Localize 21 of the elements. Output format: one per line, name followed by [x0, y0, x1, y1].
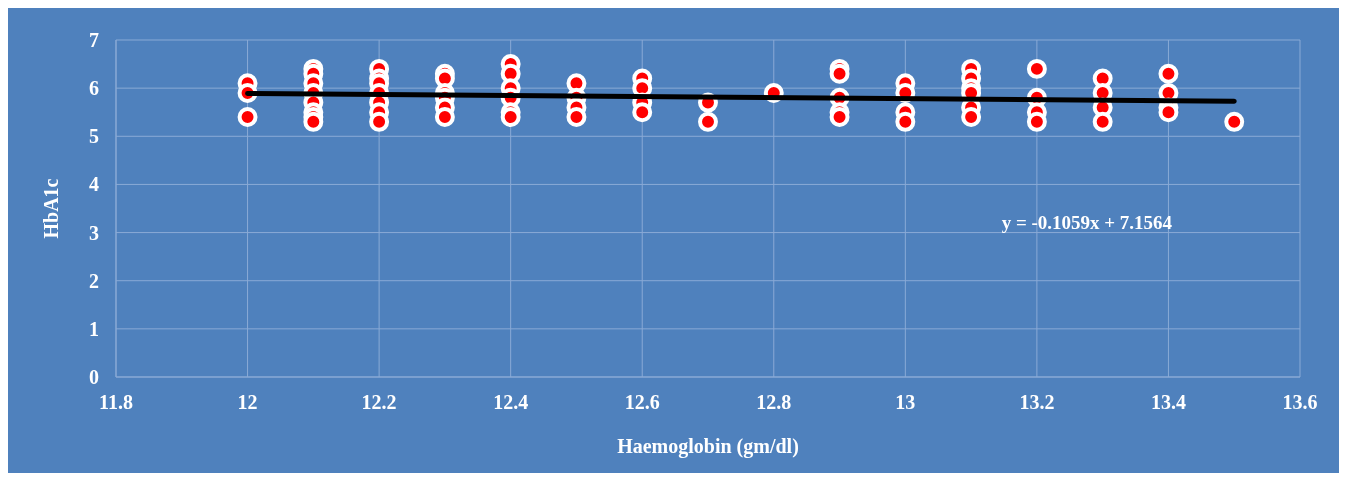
- y-axis-title: HbA1c: [40, 178, 62, 239]
- x-tick-label: 12.4: [493, 391, 529, 413]
- x-tick-label: 13.2: [1019, 391, 1055, 413]
- y-tick-label: 2: [89, 269, 99, 292]
- x-tick-label: 12.2: [361, 391, 397, 413]
- x-tick-label: 12.8: [756, 391, 792, 413]
- y-tick-label: 1: [89, 317, 99, 340]
- x-axis-title: Haemoglobin (gm/dl): [617, 435, 799, 458]
- y-tick-label: 5: [89, 125, 99, 148]
- y-tick-label: 7: [89, 29, 99, 51]
- x-tick-label: 11.8: [99, 391, 133, 413]
- x-tick-label: 13: [895, 391, 916, 413]
- y-tick-label: 0: [89, 366, 99, 388]
- y-tick-label: 4: [89, 173, 99, 196]
- y-tick-label: 3: [89, 221, 99, 244]
- x-tick-label: 12.6: [624, 391, 660, 413]
- x-tick-label: 12: [237, 391, 258, 413]
- x-tick-label: 13.6: [1282, 391, 1318, 413]
- x-tick-label: 13.4: [1150, 391, 1186, 413]
- annotation: y = -0.1059x + 7.1564: [1001, 211, 1173, 233]
- y-tick-label: 6: [89, 77, 99, 100]
